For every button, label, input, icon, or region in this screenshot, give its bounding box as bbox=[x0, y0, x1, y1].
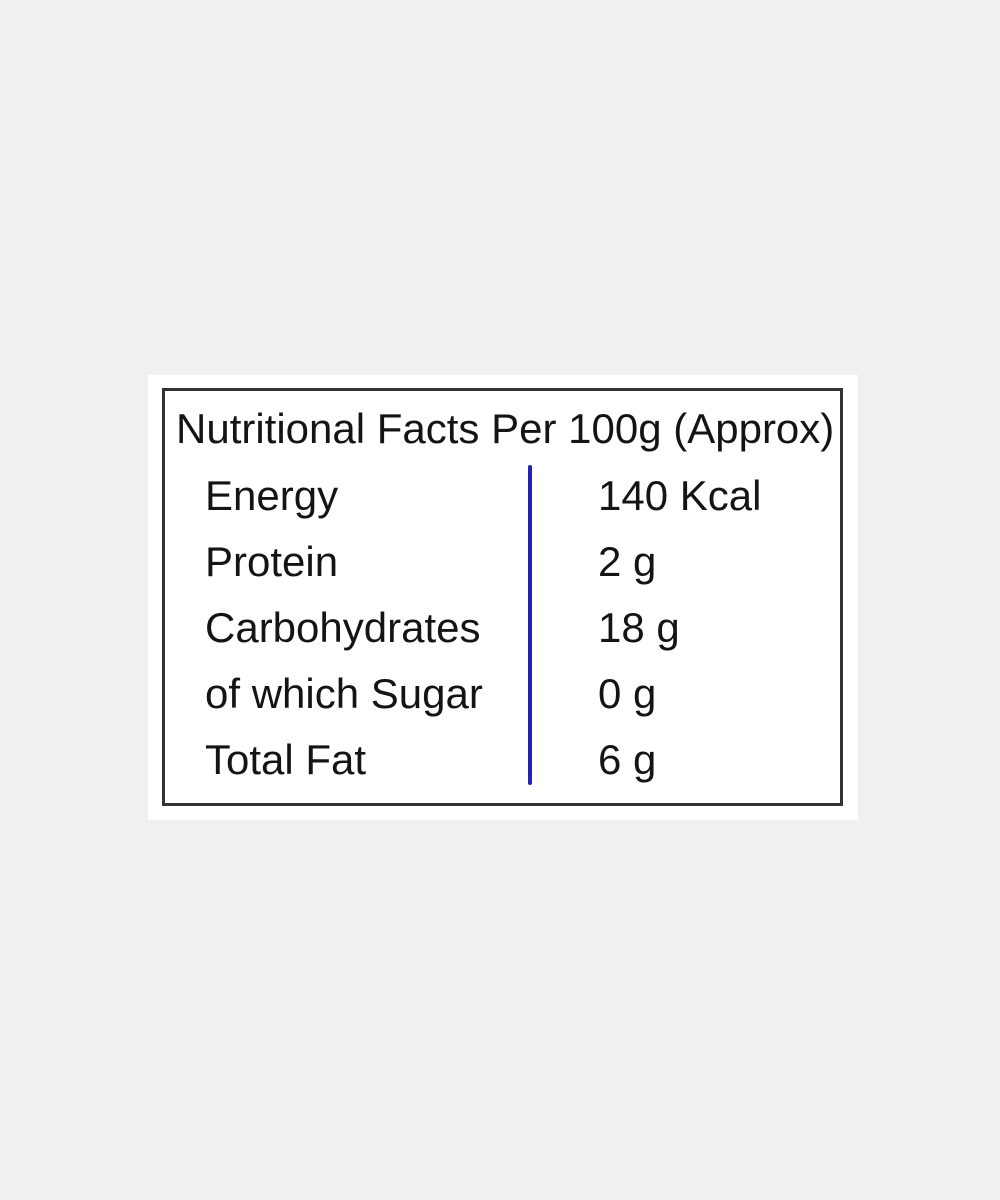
column-divider bbox=[528, 465, 532, 785]
nutrition-table: Nutritional Facts Per 100g (Approx) Ener… bbox=[162, 388, 843, 806]
row-value: 2 g bbox=[598, 538, 657, 585]
row-value: 0 g bbox=[598, 670, 657, 717]
table-row: Energy 140 Kcal bbox=[165, 463, 840, 529]
row-value: 140 Kcal bbox=[598, 472, 762, 519]
table-row: Protein 2 g bbox=[165, 529, 840, 595]
row-label: Carbohydrates bbox=[205, 604, 481, 651]
row-label: Energy bbox=[205, 472, 339, 519]
row-label: of which Sugar bbox=[205, 670, 483, 717]
table-row: Total Fat 6 g bbox=[165, 727, 840, 793]
row-value: 6 g bbox=[598, 736, 657, 783]
row-label: Protein bbox=[205, 538, 339, 585]
nutrition-rows: Energy 140 Kcal Protein 2 g Carbohydrate… bbox=[165, 463, 840, 793]
row-value: 18 g bbox=[598, 604, 680, 651]
row-label: Total Fat bbox=[205, 736, 367, 783]
table-title: Nutritional Facts Per 100g (Approx) bbox=[176, 405, 835, 452]
nutrition-card: Nutritional Facts Per 100g (Approx) Ener… bbox=[148, 375, 858, 820]
table-row: Carbohydrates 18 g bbox=[165, 595, 840, 661]
table-row: of which Sugar 0 g bbox=[165, 661, 840, 727]
